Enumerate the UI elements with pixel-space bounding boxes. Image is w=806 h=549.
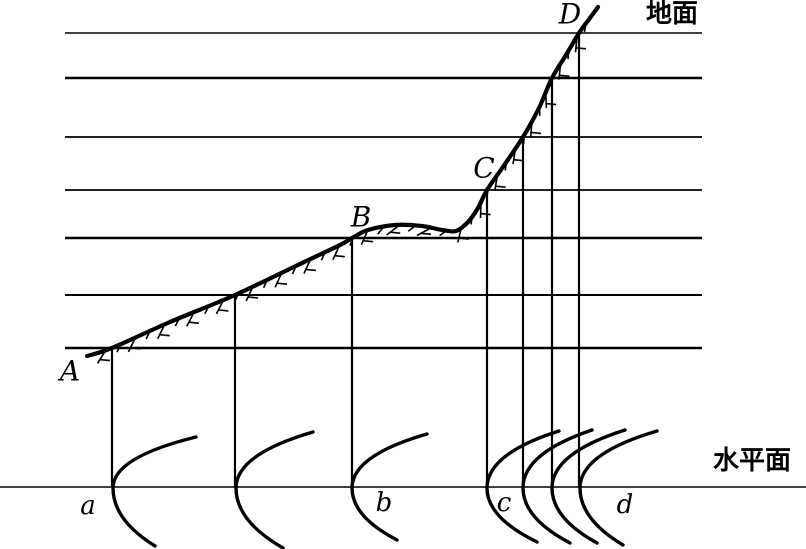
hachure-stroke — [145, 330, 151, 340]
hachure-stroke — [186, 311, 195, 327]
hachure-stroke — [332, 244, 341, 261]
hachure-stroke — [303, 258, 312, 274]
hachure-tick — [546, 102, 557, 106]
hachure-stroke — [386, 224, 400, 236]
hachure-tick — [495, 185, 506, 188]
hachure-stroke — [407, 225, 416, 232]
hachure-stroke — [558, 63, 562, 80]
hachure-stroke — [486, 187, 490, 197]
hachure-tick — [513, 158, 524, 162]
hachure-tick — [188, 321, 199, 324]
label-point-A: A — [57, 355, 80, 388]
hachure-tick — [334, 254, 345, 258]
hachure-tick — [480, 212, 491, 216]
hachure-tick — [458, 237, 469, 240]
contour-curve-c4 — [578, 429, 659, 547]
hachure-tick — [531, 131, 542, 135]
label-curve-c: c — [497, 488, 512, 518]
hachure-tick — [218, 309, 229, 312]
label-ground-surface: 地面 — [646, 0, 698, 29]
contour-curve-a2 — [234, 430, 315, 549]
hachure-stroke — [245, 286, 254, 302]
contour-curve-a — [111, 435, 198, 548]
hachure-tick — [363, 239, 374, 243]
hachure-stroke — [274, 272, 283, 288]
hachure-stroke — [504, 161, 508, 171]
hachure-tick — [276, 282, 288, 285]
hachure-stroke — [470, 215, 474, 225]
label-point-B: B — [350, 201, 372, 234]
hachure-tick — [575, 47, 586, 50]
hachure-stroke — [457, 226, 463, 243]
slope-hachures — [96, 23, 587, 364]
hachure-tick — [305, 268, 316, 272]
hachure-stroke — [233, 293, 240, 302]
hachure-stroke — [416, 227, 432, 237]
hachure-stroke — [567, 50, 570, 60]
hachure-stroke — [156, 324, 166, 340]
hachure-stroke — [349, 236, 355, 246]
hachure-stroke — [204, 305, 210, 315]
hachure-tick — [130, 347, 141, 350]
hachure-stroke — [174, 317, 181, 327]
contour-curve-c2 — [521, 428, 594, 545]
label-point-C: C — [473, 152, 494, 185]
label-horizontal-plane: 水平面 — [713, 446, 791, 476]
hachure-stroke — [530, 120, 533, 137]
hachure-stroke — [583, 23, 587, 33]
contour-curve-c1 — [485, 429, 561, 544]
hachure-stroke — [550, 77, 554, 87]
hachure-stroke — [127, 337, 137, 353]
hachure-tick — [159, 333, 170, 337]
hachure-stroke — [291, 265, 297, 275]
label-point-D: D — [558, 0, 581, 31]
hachure-stroke — [439, 229, 448, 237]
contour-curve-c3 — [550, 428, 627, 545]
hachure-stroke — [377, 226, 385, 235]
hachure-stroke — [360, 229, 369, 246]
contour-curve-b — [350, 432, 429, 542]
label-curve-d: d — [617, 490, 634, 520]
hachure-stroke — [320, 251, 326, 261]
hachure-tick — [390, 231, 401, 234]
hachure-stroke — [574, 36, 578, 53]
hachure-stroke — [522, 134, 525, 144]
hachure-stroke — [96, 349, 107, 364]
ground-surface-line — [84, 4, 601, 359]
hachure-tick — [99, 358, 110, 362]
hachure-stroke — [494, 174, 499, 191]
hachure-stroke — [116, 343, 122, 353]
hachure-stroke — [215, 299, 225, 315]
label-curve-a: a — [80, 491, 96, 521]
hachure-stroke — [479, 202, 482, 219]
hachure-stroke — [262, 279, 269, 289]
hachure-tick — [420, 232, 432, 236]
label-curve-b: b — [376, 488, 393, 518]
hachure-stroke — [512, 148, 517, 165]
hachure-tick — [248, 296, 259, 299]
hachure-tick — [559, 74, 570, 78]
